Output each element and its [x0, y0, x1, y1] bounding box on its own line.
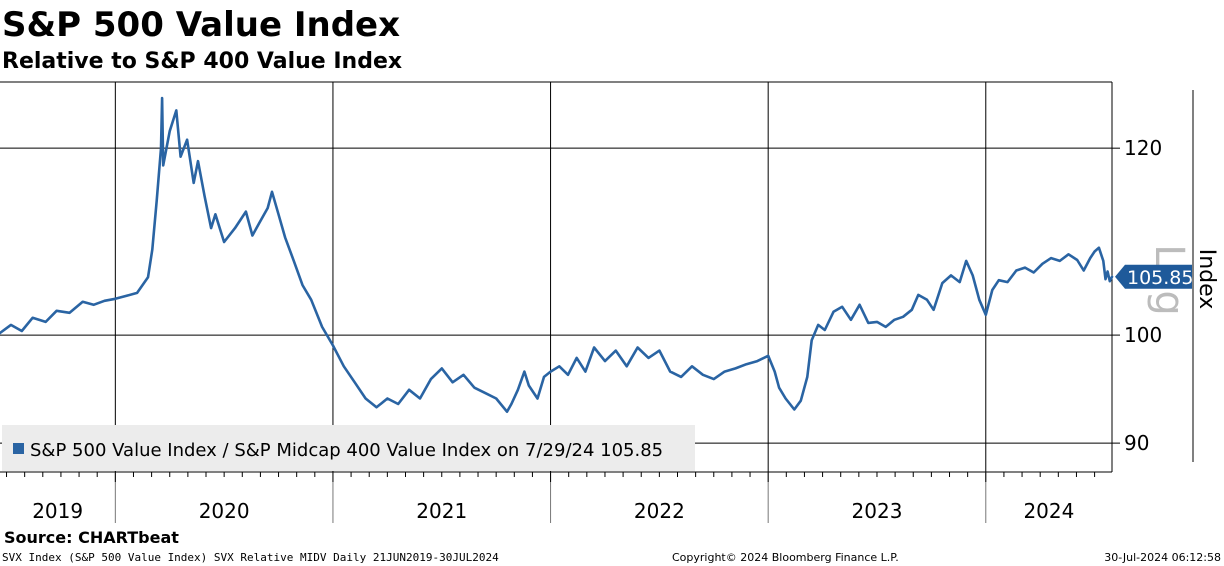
chart-subtitle: Relative to S&P 400 Value Index — [2, 49, 402, 74]
footer-timestamp: 30-Jul-2024 06:12:58 — [1104, 551, 1221, 564]
x-year-label-2022: 2022 — [634, 499, 685, 523]
y-tick-label-90: 90 — [1124, 431, 1149, 455]
footer-copyright: Copyright© 2024 Bloomberg Finance L.P. — [672, 551, 899, 564]
last-value-label: 105.85 — [1127, 267, 1193, 289]
chart-title: S&P 500 Value Index — [2, 5, 400, 45]
source-label: Source: CHARTbeat — [4, 528, 179, 547]
gridlines — [0, 147, 1112, 444]
x-year-label-2023: 2023 — [852, 499, 903, 523]
y-tick-label-100: 100 — [1124, 323, 1162, 347]
legend-box — [2, 425, 695, 471]
last-value-badge: 105.85 — [1115, 264, 1193, 289]
footer-meta: SVX Index (S&P 500 Value Index) SVX Rela… — [2, 551, 499, 564]
last-value-badge-shape — [1115, 264, 1192, 289]
x-year-label-2021: 2021 — [416, 499, 467, 523]
x-year-label-2020: 2020 — [199, 499, 250, 523]
y-axis-ticks: 90 100 120 — [1112, 136, 1162, 455]
legend-swatch — [13, 443, 24, 454]
y-axis-label: Index — [1194, 249, 1219, 310]
legend-label: S&P 500 Value Index / S&P Midcap 400 Val… — [30, 440, 663, 461]
x-axis-labels: 2019 2020 2021 2022 2023 2024 — [32, 499, 1074, 523]
x-year-label-2024: 2024 — [1023, 499, 1074, 523]
y-tick-label-120: 120 — [1124, 136, 1162, 160]
x-axis-ticks — [6, 472, 1096, 482]
series-line — [0, 96, 1114, 414]
x-year-label-2019: 2019 — [32, 499, 83, 523]
